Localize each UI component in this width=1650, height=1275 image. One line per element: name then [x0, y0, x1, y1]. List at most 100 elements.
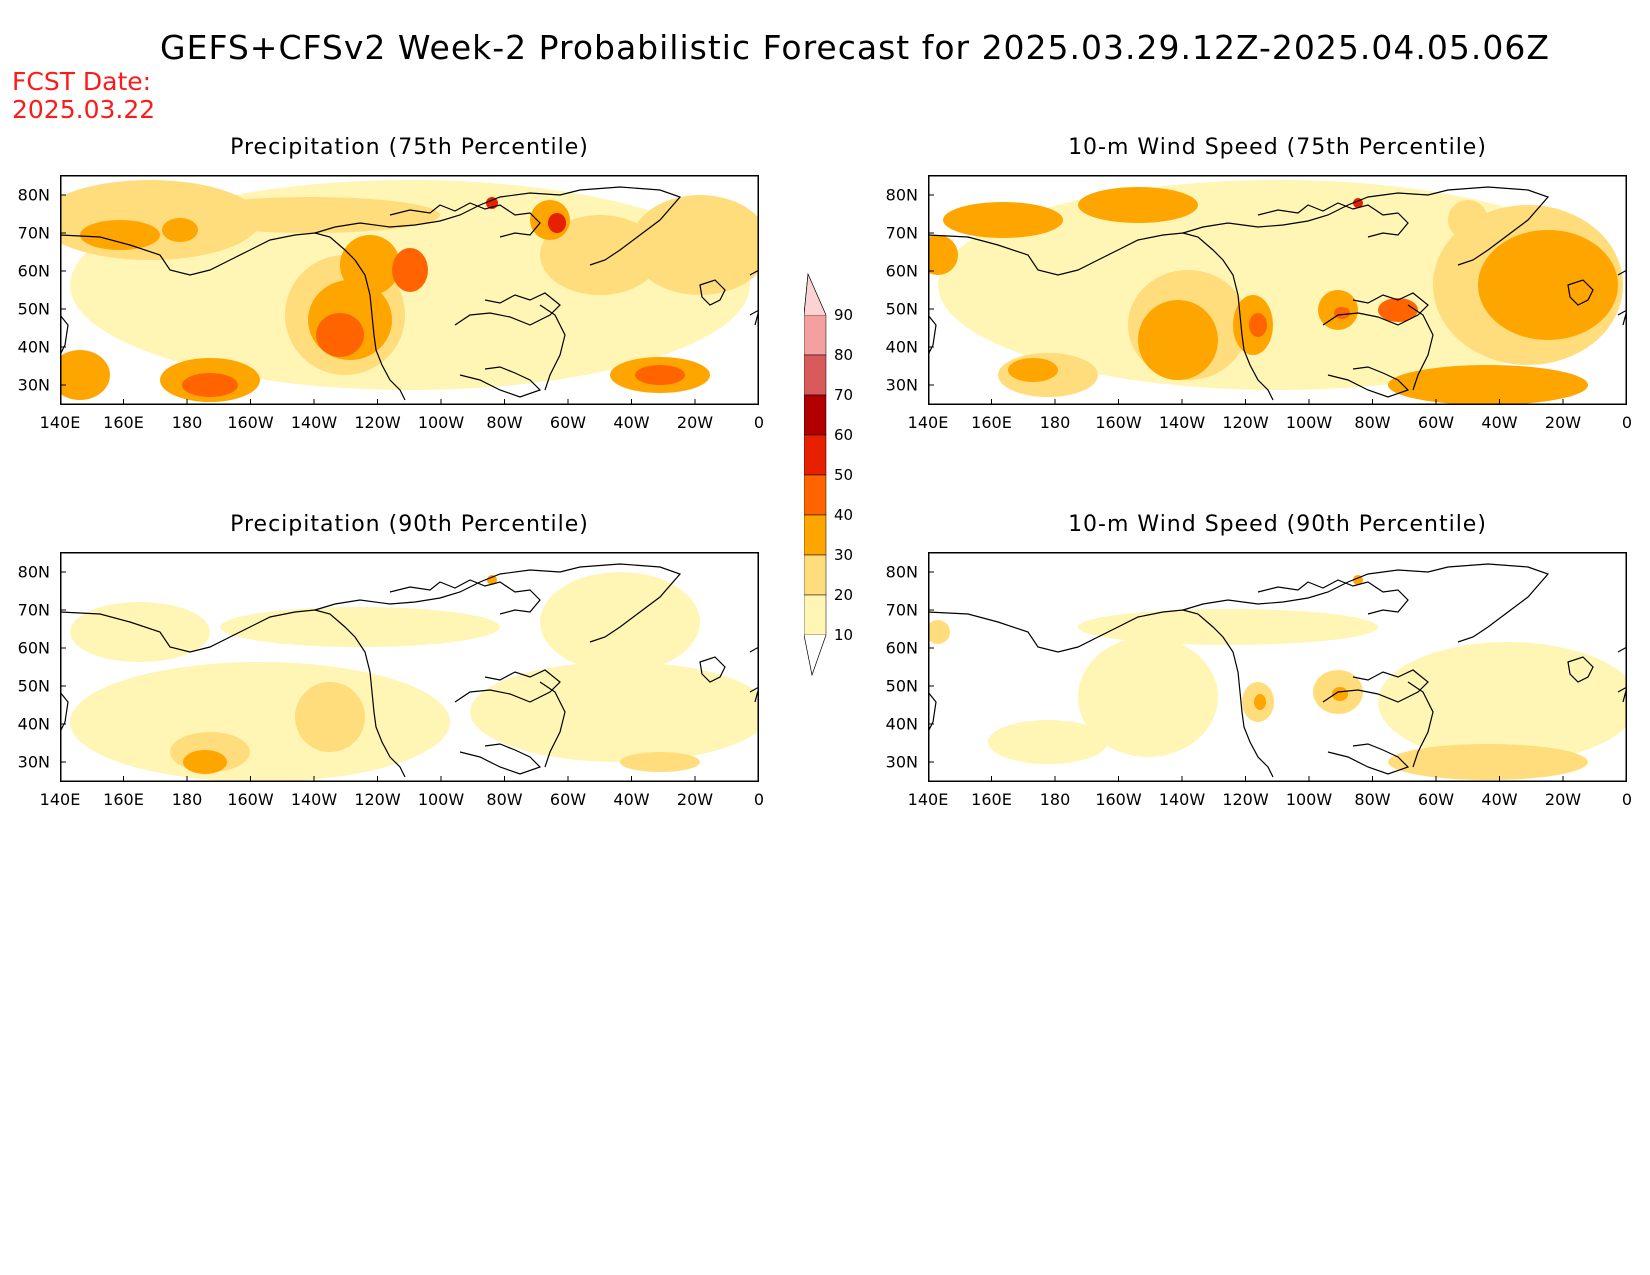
lon-tick-label: 0	[1621, 790, 1633, 809]
coastlines	[60, 563, 759, 778]
lon-tick-label: 160E	[103, 790, 144, 809]
lat-tick-label: 80N	[885, 562, 918, 582]
lat-tick-label: 60N	[885, 261, 918, 281]
coastlines	[928, 186, 1627, 401]
lat-tick-label: 80N	[17, 562, 50, 582]
contour-shade	[943, 202, 1063, 238]
contour-shade	[1388, 365, 1588, 405]
contour-shade	[340, 235, 400, 295]
colorbar-swatch	[804, 474, 827, 516]
lon-tick-label: 80W	[486, 413, 523, 432]
colorbar-scale	[804, 272, 827, 677]
lat-tick-label: 30N	[885, 752, 918, 772]
contour-shade	[548, 213, 566, 233]
contour-shade	[1249, 313, 1267, 337]
lon-tick-label: 120W	[1222, 790, 1269, 809]
lon-tick-label: 160W	[1095, 790, 1142, 809]
lat-tick-label: 30N	[885, 375, 918, 395]
panel-wind-75: 10-m Wind Speed (75th Percentile) 80N 70N…	[886, 135, 1632, 432]
colorbar-label: 50	[834, 466, 854, 484]
lon-tick-label: 60W	[1417, 413, 1455, 432]
contour-shade	[1078, 637, 1218, 757]
lon-tick-label: 20W	[1544, 413, 1582, 432]
colorbar-swatch	[804, 554, 827, 596]
page-title: GEFS+CFSv2 Week-2 Probabilistic Forecast…	[160, 28, 1550, 67]
lon-tick-label: 180	[171, 790, 203, 809]
contour-shade	[70, 662, 450, 782]
contour-shade	[1388, 744, 1588, 780]
lon-tick-label: 160E	[971, 413, 1012, 432]
colorbar-label: 60	[834, 426, 854, 444]
lon-tick-label: 100W	[417, 413, 465, 432]
colorbar-swatch	[804, 434, 827, 476]
contour-shade	[1008, 358, 1058, 382]
lon-tick-label: 180	[171, 413, 203, 432]
lat-tick-label: 30N	[17, 375, 50, 395]
map-plot	[60, 175, 759, 405]
contour-shade	[635, 365, 685, 385]
lon-tick-label: 120W	[354, 413, 401, 432]
lat-tick-label: 60N	[17, 261, 50, 281]
contour-shade	[60, 350, 110, 400]
contour-shade	[1078, 187, 1198, 223]
contour-shade	[1448, 200, 1488, 240]
lon-tick-label: 160W	[227, 790, 274, 809]
lon-tick-label: 160E	[971, 790, 1012, 809]
map-frame	[928, 175, 1627, 405]
contour-shade	[392, 248, 428, 292]
contour-shade	[470, 662, 759, 762]
lon-tick-label: 140W	[290, 790, 338, 809]
lon-tick-label: 100W	[417, 790, 465, 809]
lon-tick-label: 40W	[613, 413, 650, 432]
contour-shade	[487, 575, 497, 585]
lon-tick-label: 20W	[676, 413, 714, 432]
lat-tick-label: 70N	[885, 600, 918, 620]
lon-tick-label: 140E	[39, 413, 81, 432]
colorbar-label: 40	[834, 506, 854, 524]
colorbar-label: 80	[834, 346, 854, 364]
lat-tick-label: 40N	[885, 714, 918, 734]
forecast-date: FCST Date: 2025.03.22	[12, 68, 155, 124]
lon-tick-label: 60W	[1417, 790, 1455, 809]
contour-shade	[988, 720, 1108, 764]
contour-shade	[180, 197, 440, 233]
colorbar-swatch	[804, 514, 827, 556]
panel-precip-90: Precipitation (90th Percentile) 80N 70N 60…	[18, 512, 764, 809]
map-plot	[60, 552, 759, 782]
lon-tick-label: 80W	[486, 790, 523, 809]
colorbar-label: 90	[834, 306, 854, 324]
panel-title: 10-m Wind Speed (75th Percentile)	[1068, 135, 1487, 160]
map-plot	[928, 175, 1627, 405]
colorbar-label: 70	[834, 386, 854, 404]
lon-tick-label: 20W	[1544, 790, 1582, 809]
map-frame	[60, 175, 759, 405]
lat-tick-label: 40N	[885, 337, 918, 357]
colorbar-swatch	[804, 314, 827, 356]
contour-shade	[316, 313, 364, 357]
forecast-date-label: FCST Date:	[12, 67, 152, 96]
lat-tick-label: 60N	[17, 638, 50, 658]
lon-tick-label: 140E	[907, 790, 949, 809]
lon-tick-label: 60W	[549, 790, 587, 809]
lon-tick-label: 0	[753, 413, 765, 432]
lon-tick-label: 80W	[1354, 413, 1391, 432]
forecast-date-value: 2025.03.22	[12, 95, 156, 124]
panel-title: Precipitation (75th Percentile)	[230, 135, 589, 160]
lat-tick-label: 50N	[17, 299, 50, 319]
lon-tick-label: 180	[1039, 413, 1071, 432]
colorbar-label: 10	[834, 626, 854, 644]
lat-tick-label: 60N	[885, 638, 918, 658]
lon-tick-label: 140W	[290, 413, 338, 432]
lat-tick-label: 40N	[17, 337, 50, 357]
contour-shade	[540, 215, 660, 295]
lon-tick-label: 160E	[103, 413, 144, 432]
lon-tick-label: 60W	[549, 413, 587, 432]
colorbar-legend: 90 80 70 60 50 40 30 20 10	[804, 270, 874, 680]
lat-tick-label: 70N	[885, 223, 918, 243]
contour-shade	[938, 180, 1618, 390]
panel-precip-75: Precipitation (75th Percentile) 80N 70N 60…	[18, 135, 764, 432]
lon-tick-label: 120W	[354, 790, 401, 809]
contour-shade	[630, 195, 759, 295]
lon-tick-label: 140W	[1158, 413, 1206, 432]
lat-tick-label: 50N	[885, 299, 918, 319]
